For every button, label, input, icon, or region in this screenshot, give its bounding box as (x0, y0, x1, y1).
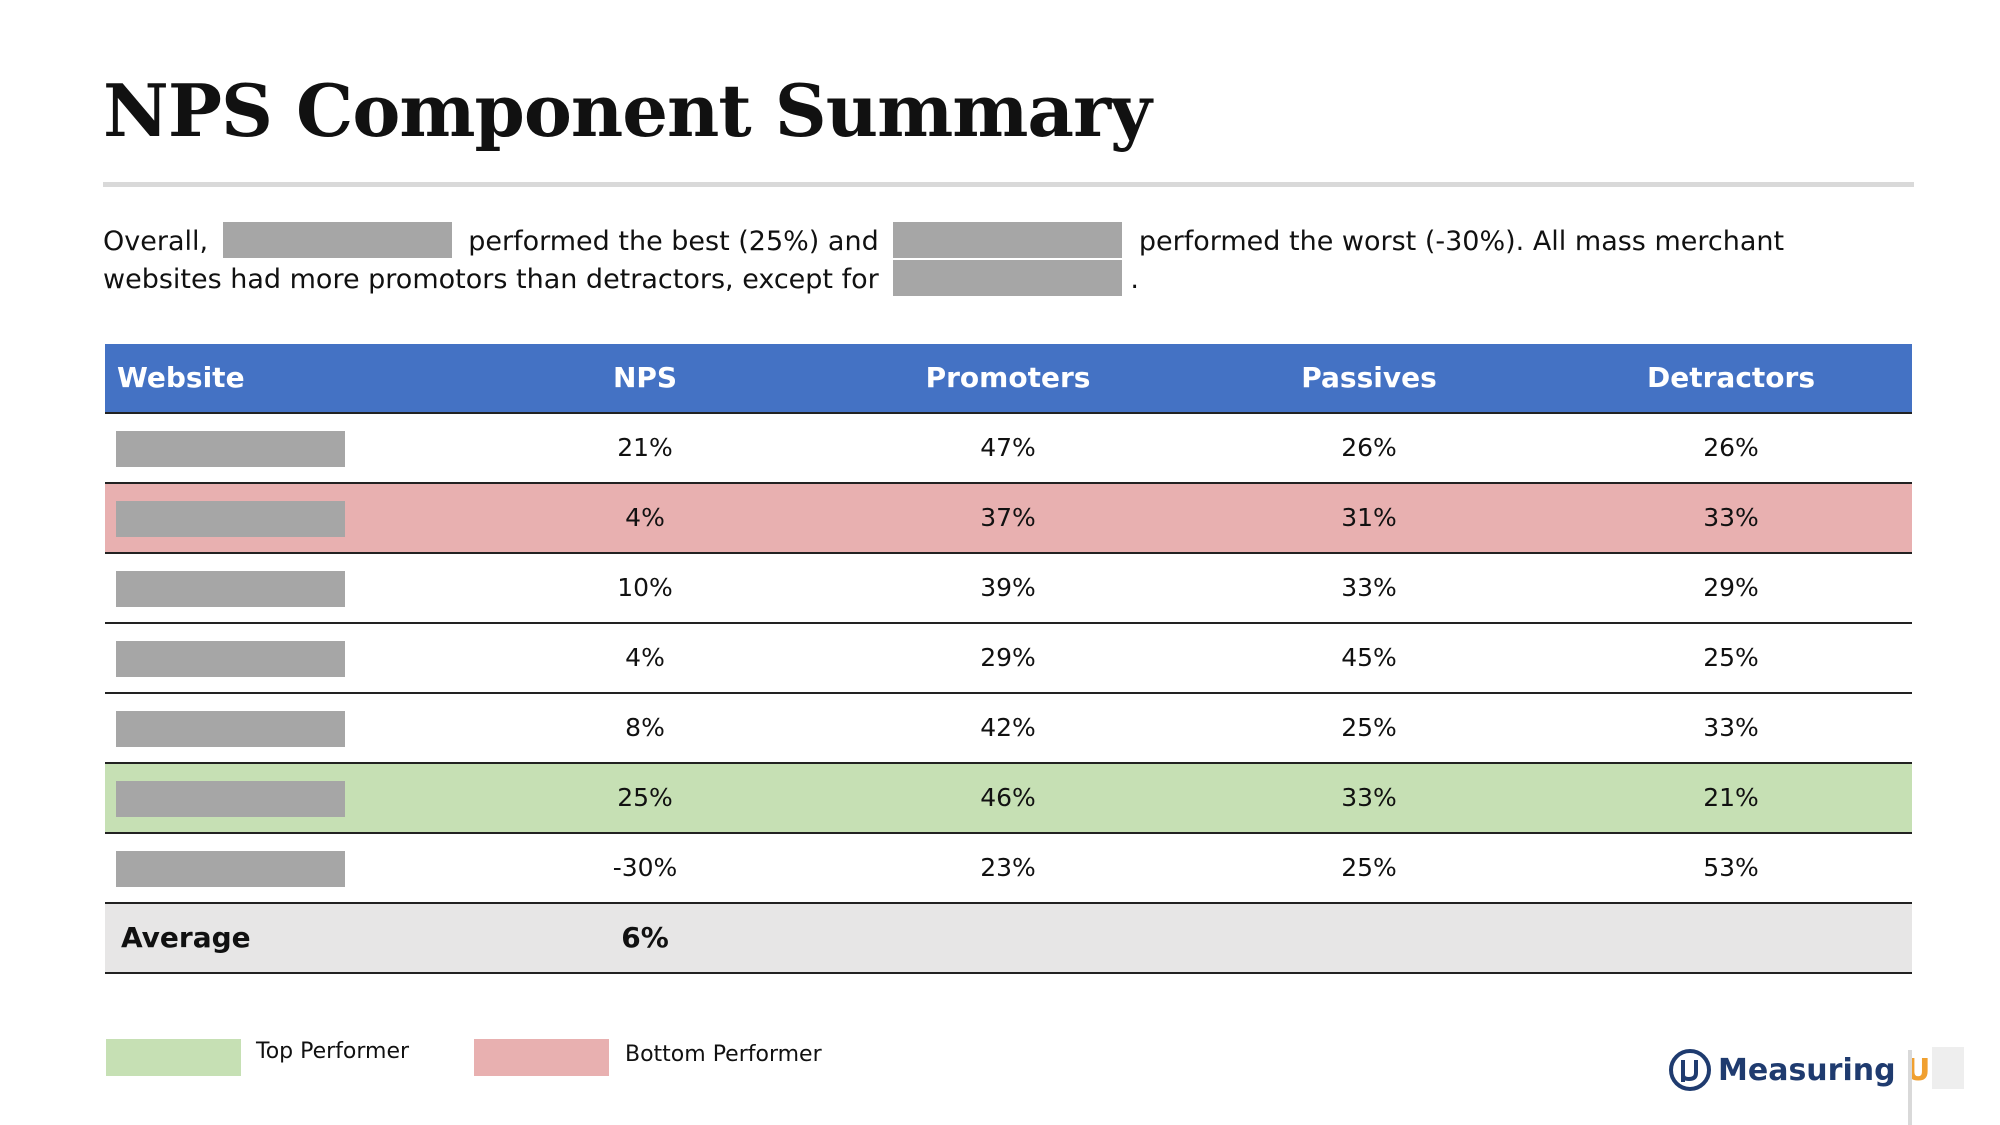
logo: Measuring U (1668, 1048, 1930, 1092)
table-cell: 33% (1703, 503, 1759, 532)
legend-label: Top Performer (256, 1039, 410, 1064)
table-cell: 4% (625, 503, 665, 532)
header-cell: Detractors (1646, 361, 1816, 394)
average-label: Average (121, 921, 251, 954)
redaction (116, 641, 345, 677)
table-cell: 53% (1703, 853, 1759, 882)
header-row: Website NPS Promoters Passives Detractors (105, 344, 1912, 414)
intro-text: . (1130, 264, 1139, 295)
table-row: 10% 39% 33% 29% (105, 554, 1912, 624)
table-cell: 25% (1341, 713, 1397, 742)
table-cell: 45% (1341, 643, 1397, 672)
table-cell: 33% (1341, 783, 1397, 812)
intro-text: performed the best (25%) and (459, 226, 888, 257)
redaction (116, 501, 345, 537)
table-cell: -30% (612, 853, 678, 882)
title: NPS Component Summary (103, 68, 1152, 153)
table-cell: 29% (1703, 573, 1759, 602)
table-cell: 33% (1341, 573, 1397, 602)
table-row: 21% 47% 26% 26% (105, 414, 1912, 484)
logo-icon (1669, 1049, 1711, 1091)
table-cell: 26% (1341, 433, 1397, 462)
header-cell: Promoters (925, 361, 1091, 394)
redaction (116, 431, 345, 467)
table-cell: 21% (1703, 783, 1759, 812)
divider (1908, 1050, 1912, 1125)
legend-swatch (106, 1039, 241, 1076)
header-cell: Passives (1301, 361, 1437, 394)
redaction (893, 260, 1123, 296)
table-cell: 10% (617, 573, 673, 602)
table-cell: 39% (980, 573, 1036, 602)
redaction (116, 851, 345, 887)
table-cell: 4% (625, 643, 665, 672)
table-row: 4% 29% 45% 25% (105, 624, 1912, 694)
table-row: 8% 42% 25% 33% (105, 694, 1912, 764)
table-cell: 25% (617, 783, 673, 812)
logo-name: Measuring (1718, 1052, 1896, 1088)
title-rule (103, 182, 1914, 187)
header-cell: NPS (612, 361, 678, 394)
table-row: -30% 23% 25% 53% (105, 834, 1912, 904)
intro-text: Overall, (103, 226, 217, 257)
table-cell: 46% (980, 783, 1036, 812)
table-cell: 37% (980, 503, 1036, 532)
table-row: 25% 46% 33% 21% (105, 764, 1912, 834)
table-cell: 47% (980, 433, 1036, 462)
redaction (116, 571, 345, 607)
table-cell: 21% (617, 433, 673, 462)
table-cell: 31% (1341, 503, 1397, 532)
table-cell: 8% (625, 713, 665, 742)
average-nps: 6% (621, 921, 669, 954)
table-cell: 33% (1703, 713, 1759, 742)
redaction (116, 711, 345, 747)
redaction (222, 222, 452, 258)
intro: Overall, performed the best (25%) and pe… (103, 222, 1883, 298)
table-cell: 26% (1703, 433, 1759, 462)
average-row: Average 6% (105, 904, 1912, 974)
table-row: 4% 37% 31% 33% (105, 484, 1912, 554)
redaction (116, 781, 345, 817)
intro-text: performed the worst (-30%). All mass mer… (103, 226, 1785, 295)
table: Website NPS Promoters Passives Detractors 21%… (105, 344, 1912, 974)
corner-box (1932, 1047, 1964, 1089)
header-cell: Website (117, 361, 245, 394)
table-cell: 23% (980, 853, 1036, 882)
table-cell: 25% (1703, 643, 1759, 672)
legend-label: Bottom Performer (625, 1042, 822, 1067)
table-cell: 25% (1341, 853, 1397, 882)
redaction (893, 222, 1123, 258)
table-cell: 42% (980, 713, 1036, 742)
table-cell: 29% (980, 643, 1036, 672)
legend-swatch (474, 1039, 609, 1076)
